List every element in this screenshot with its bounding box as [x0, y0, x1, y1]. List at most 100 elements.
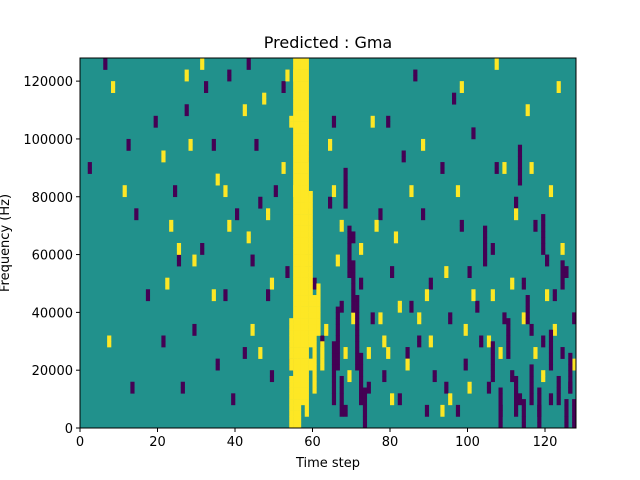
heatmap-cell	[541, 370, 546, 377]
heatmap-cell	[514, 202, 519, 209]
heatmap-cell	[467, 271, 472, 278]
heatmap-cell	[300, 393, 306, 400]
heatmap-cell	[308, 248, 313, 255]
y-tick-label: 60000	[32, 249, 73, 264]
heatmap-cell	[308, 208, 313, 215]
heatmap-cell	[223, 185, 228, 192]
heatmap-cell	[541, 231, 546, 238]
heatmap-cell	[494, 58, 499, 65]
heatmap-cell	[347, 266, 352, 273]
heatmap-cell	[405, 352, 410, 359]
heatmap-cell	[293, 121, 298, 128]
heatmap-cell	[308, 289, 313, 296]
heatmap-cell	[440, 404, 445, 411]
heatmap-cell	[343, 167, 348, 174]
heatmap-cell	[297, 399, 302, 406]
heatmap-cell	[293, 335, 298, 342]
heatmap-cell	[293, 347, 298, 354]
heatmap-cell	[541, 237, 546, 244]
heatmap-cell	[293, 75, 298, 82]
heatmap-cell	[331, 381, 337, 388]
heatmap-cell	[293, 104, 298, 111]
heatmap-cell	[343, 410, 348, 417]
heatmap-cell	[548, 190, 554, 198]
heatmap-cell	[304, 254, 309, 261]
heatmap-cell	[308, 260, 313, 267]
heatmap-cell	[533, 347, 538, 354]
heatmap-cell	[514, 196, 519, 203]
heatmap-cell	[173, 185, 178, 192]
heatmap-cell	[300, 289, 306, 296]
heatmap-cell	[432, 375, 437, 383]
heatmap-cell	[103, 58, 108, 65]
heatmap-cell	[304, 162, 309, 169]
heatmap-cell	[533, 219, 538, 226]
heatmap-cell	[568, 387, 573, 394]
heatmap-cell	[564, 410, 569, 417]
heatmap-cell	[351, 312, 356, 319]
heatmap-cell	[521, 422, 526, 429]
heatmap-cell	[304, 352, 309, 359]
heatmap-cell	[355, 347, 360, 354]
heatmap-cell	[331, 352, 337, 359]
heatmap-cell	[254, 138, 259, 146]
heatmap-cell	[304, 150, 309, 157]
heatmap-cell	[215, 179, 220, 186]
heatmap-cell	[293, 358, 298, 365]
heatmap-cell	[552, 295, 557, 302]
heatmap-cell	[510, 283, 515, 290]
heatmap-cell	[471, 127, 476, 134]
heatmap-cell	[300, 335, 306, 342]
heatmap-cell	[176, 254, 182, 261]
heatmap-cell	[556, 387, 561, 394]
heatmap-cell	[297, 121, 302, 128]
heatmap-cell	[514, 399, 519, 406]
heatmap-cell	[440, 162, 445, 169]
heatmap-cell	[312, 277, 317, 284]
heatmap-cell	[331, 393, 337, 400]
heatmap-cell	[184, 75, 189, 82]
heatmap-cell	[560, 352, 565, 359]
heatmap-cell	[258, 352, 263, 359]
heatmap-cell	[297, 375, 302, 383]
heatmap-cell	[370, 318, 375, 325]
heatmap-cell	[223, 295, 228, 302]
heatmap-cell	[308, 266, 313, 273]
heatmap-cell	[161, 150, 166, 157]
heatmap-cell	[471, 295, 476, 302]
heatmap-cell	[428, 283, 433, 290]
heatmap-cell	[320, 358, 325, 365]
heatmap-cell	[471, 133, 476, 140]
heatmap-cell	[297, 63, 302, 70]
heatmap-cell	[564, 271, 569, 278]
heatmap-cell	[308, 231, 313, 238]
heatmap-cell	[312, 370, 317, 377]
heatmap-cell	[529, 381, 534, 388]
heatmap-cell	[293, 323, 298, 331]
heatmap-cell	[289, 381, 294, 388]
heatmap-cell	[359, 352, 364, 359]
heatmap-cell	[568, 370, 573, 377]
heatmap-cell	[173, 190, 178, 198]
heatmap-cell	[176, 248, 182, 255]
heatmap-cell	[467, 266, 472, 273]
heatmap-cell	[386, 347, 391, 354]
heatmap-cell	[273, 190, 278, 198]
heatmap-cell	[494, 63, 499, 70]
heatmap-cell	[304, 133, 309, 140]
heatmap-cell	[262, 98, 267, 105]
heatmap-cell	[316, 295, 321, 302]
heatmap-cell	[514, 381, 519, 388]
heatmap-cell	[300, 75, 306, 82]
heatmap-cell	[204, 81, 209, 88]
heatmap-cell	[300, 271, 306, 278]
heatmap-cell	[355, 341, 360, 348]
heatmap-cell	[339, 375, 344, 383]
heatmap-cell	[316, 329, 321, 336]
heatmap-cell	[324, 329, 329, 336]
y-tick-label: 40000	[32, 306, 73, 321]
heatmap-cell	[335, 260, 340, 267]
heatmap-cell	[316, 283, 321, 290]
heatmap-cell	[405, 358, 410, 365]
heatmap-cell	[556, 381, 561, 388]
